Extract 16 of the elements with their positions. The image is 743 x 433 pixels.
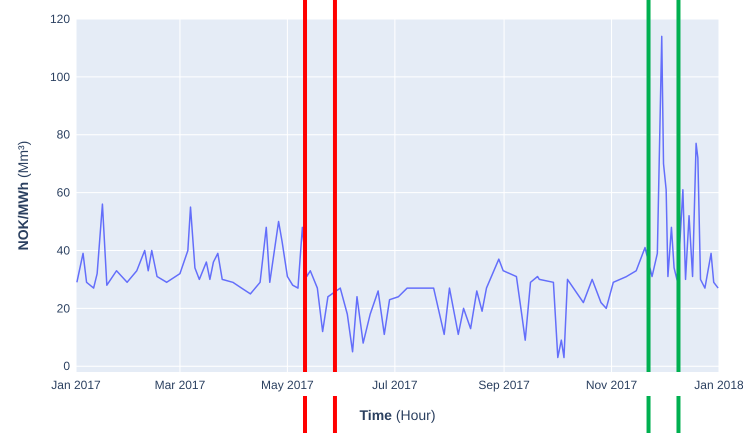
y-tick-label: 40	[56, 243, 70, 258]
x-tick-label: Jan 2017	[51, 378, 102, 392]
x-tick-label: Nov 2017	[586, 378, 638, 392]
y-tick-label: 80	[56, 128, 70, 142]
y-tick-label: 20	[56, 301, 70, 316]
x-tick-label: Sep 2017	[478, 378, 530, 392]
x-tick-label: Mar 2017	[154, 378, 206, 392]
x-tick-label: May 2017	[261, 378, 314, 392]
y-tick-label: 0	[63, 359, 70, 374]
y-tick-label: 100	[50, 70, 70, 84]
x-tick-label: Jul 2017	[372, 378, 418, 392]
y-tick-label: 120	[50, 12, 70, 26]
x-tick-label: Jan 2018	[694, 378, 743, 392]
x-axis-title: Time (Hour)	[360, 407, 436, 423]
y-axis-title: NOK/MWh (Mm³)	[15, 140, 31, 250]
y-tick-label: 60	[56, 186, 70, 200]
